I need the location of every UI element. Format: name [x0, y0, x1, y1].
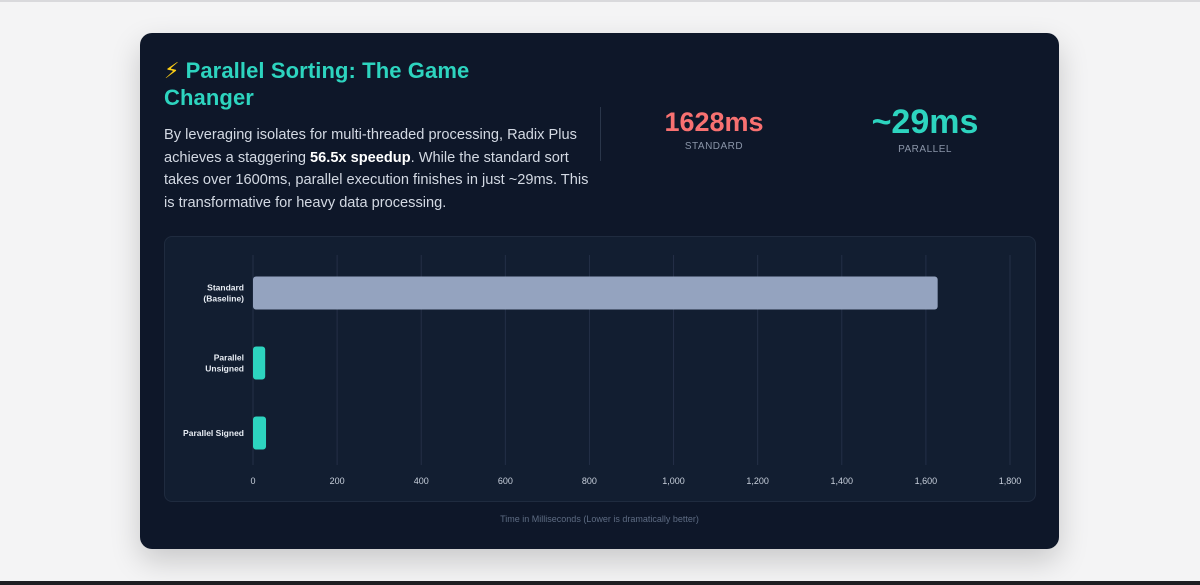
x-axis-title: Time in Milliseconds (Lower is dramatica… [500, 514, 699, 524]
top-border [0, 0, 1200, 2]
x-tick-label: 600 [498, 476, 513, 486]
x-tick-label: 1,200 [746, 476, 769, 486]
x-tick-label: 200 [330, 476, 345, 486]
description-before: By leveraging isolates for multi-threade… [164, 127, 577, 166]
category-label: Parallel Signed [183, 428, 244, 438]
bar-chart: 0 200 400 600 800 1,000 1,200 1,400 1,600 1,800 St… [183, 255, 1022, 486]
chart-panel: 0 200 400 600 800 1,000 1,200 1,400 1,600 1,800 St… [164, 236, 1036, 502]
stat-parallel-value: ~29ms [871, 103, 979, 141]
x-tick-label: 0 [250, 476, 255, 486]
bar-2 [253, 416, 267, 450]
category-label: Unsigned [205, 364, 244, 374]
card-description: By leveraging isolates for multi-threade… [164, 124, 594, 214]
stat-standard-value: 1628ms [664, 107, 764, 137]
speedup-card: ⚡ Parallel Sorting: The Game Changer By l… [140, 33, 1059, 549]
x-tick-label: 1,000 [662, 476, 685, 486]
category-label: (Baseline) [203, 294, 244, 304]
lightning-bolt-icon: ⚡ [164, 58, 180, 83]
stat-parallel: ~29ms PARALLEL [840, 103, 1010, 155]
x-tick-label: 800 [582, 476, 597, 486]
stat-standard: 1628ms STANDARD [640, 105, 788, 152]
category-label: Standard [207, 283, 244, 293]
bar-1 [253, 346, 266, 380]
x-tick-label: 1,600 [915, 476, 938, 486]
stats-divider [600, 107, 601, 161]
x-tick-label: 400 [414, 476, 429, 486]
category-label: Parallel [214, 353, 244, 363]
stat-parallel-label: PARALLEL [898, 144, 952, 155]
card-title-text: Parallel Sorting: The Game Changer [164, 58, 470, 110]
stat-standard-label: STANDARD [684, 141, 744, 152]
card-title: ⚡ Parallel Sorting: The Game Changer [164, 57, 524, 111]
x-tick-label: 1,400 [831, 476, 854, 486]
bar-0 [253, 276, 938, 310]
bottom-border [0, 581, 1200, 585]
description-after: . While the standard sort takes over 160… [164, 149, 589, 211]
description-highlight: 56.5x speedup [310, 149, 411, 166]
x-tick-label: 1,800 [999, 476, 1022, 486]
